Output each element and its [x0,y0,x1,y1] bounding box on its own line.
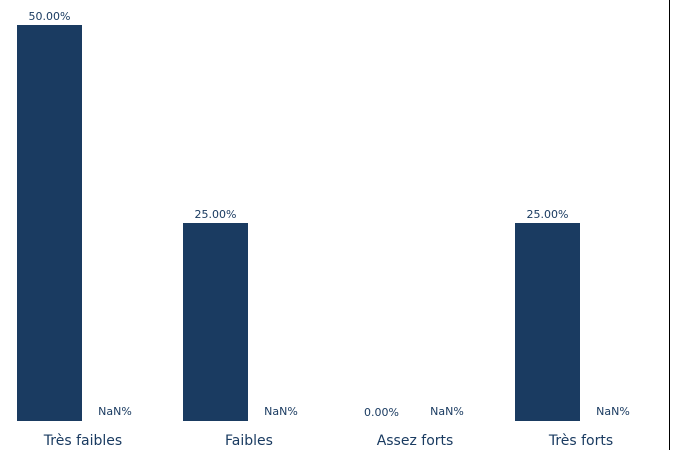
nan-label-faibles: NaN% [264,405,298,418]
nan-label-tres-faibles: NaN% [98,405,132,418]
bar-faibles [183,223,248,421]
category-labels-layer: Très faibles Faibles Assez forts Très forts [43,433,613,449]
bar-tres-faibles [17,25,82,421]
nan-label-assez-forts: NaN% [430,405,464,418]
category-label-tres-forts: Très forts [548,433,613,449]
nan-label-tres-forts: NaN% [596,405,630,418]
bar-tres-forts [515,223,580,421]
value-label-assez-forts: 0.00% [364,406,399,419]
value-labels-layer: 50.00% NaN% 25.00% NaN% 0.00% NaN% 25.00% NaN% [29,10,630,419]
bars-layer [17,25,580,421]
category-label-tres-faibles: Très faibles [43,433,122,449]
category-label-faibles: Faibles [225,433,273,449]
category-label-assez-forts: Assez forts [377,433,454,449]
value-label-tres-faibles: 50.00% [29,10,71,23]
value-label-faibles: 25.00% [195,208,237,221]
value-label-tres-forts: 25.00% [527,208,569,221]
